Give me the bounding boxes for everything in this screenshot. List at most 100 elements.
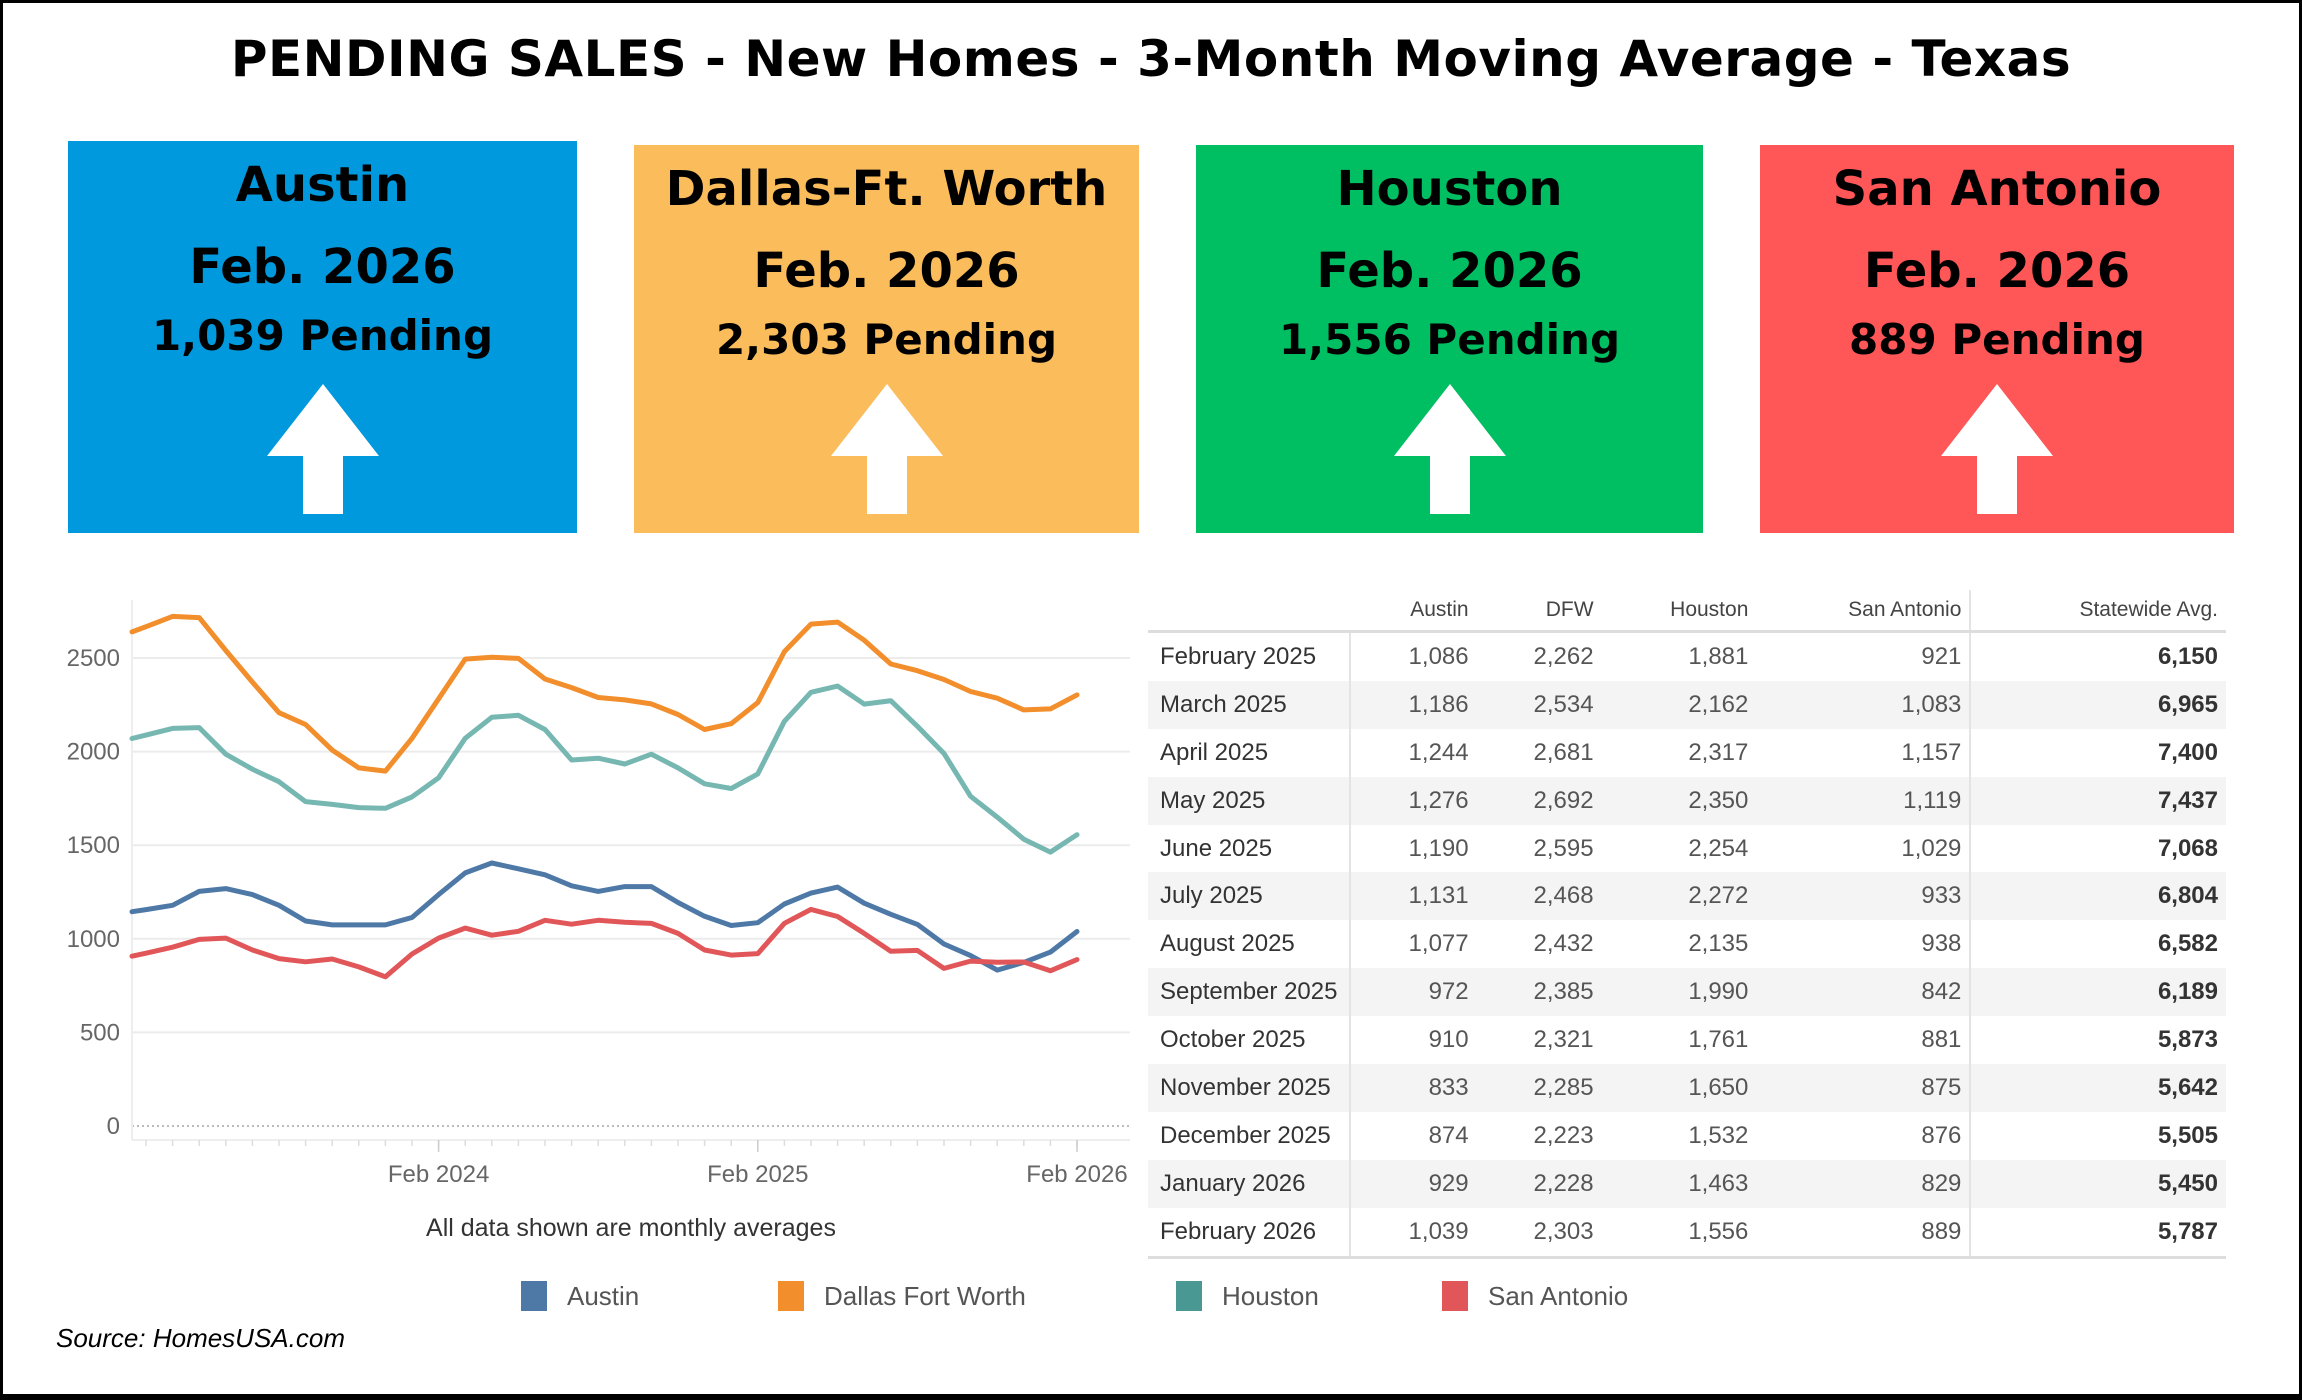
column-header: [1148, 590, 1350, 633]
table-cell: 5,787: [1969, 1207, 2226, 1259]
y-tick-label: 1500: [67, 832, 120, 859]
table-cell: 1,119: [1756, 776, 1971, 825]
legend-item[interactable]: Houston: [1176, 1280, 1319, 1312]
arrow-up-icon: [830, 384, 943, 514]
legend-item[interactable]: San Antonio: [1442, 1280, 1628, 1312]
table-cell: 6,150: [1969, 631, 2226, 681]
table-cell: 2,135: [1688, 930, 1749, 958]
x-tick-label: Feb 2025: [707, 1161, 808, 1188]
y-tick-label: 2000: [67, 739, 120, 766]
table-cell: 1,532: [1688, 1121, 1749, 1149]
table-cell: 5,873: [1969, 1016, 2226, 1065]
table-row: July 2025 1,131 2,468 2,272 933 6,804: [1148, 872, 2226, 921]
arrow-up-icon: [1941, 384, 2053, 514]
pending-sales-table: Austin DFW Houston San Antonio Statewide Avg…: [1148, 590, 2226, 1259]
row-label: April 2025: [1148, 728, 1351, 777]
table-cell: 1,077: [1408, 930, 1469, 958]
table-cell: 875: [1756, 1064, 1971, 1112]
card-pending: 2,303 Pending: [715, 315, 1058, 364]
table-cell: 910: [1428, 1026, 1469, 1054]
table-cell: 2,317: [1688, 738, 1749, 766]
table-cell: 1,086: [1408, 642, 1469, 670]
column-header: Houston: [1601, 590, 1757, 633]
legend-swatch: [1442, 1281, 1468, 1311]
card-pending: 889 Pending: [1849, 315, 2145, 364]
table-cell: 933: [1756, 872, 1971, 921]
table-cell: 1,039: [1350, 1207, 1477, 1259]
table-cell: 1,190: [1408, 834, 1469, 862]
row-label: November 2025: [1148, 1064, 1351, 1112]
table-cell: 833: [1350, 1064, 1477, 1112]
source-note: Source: HomesUSA.com: [56, 1323, 345, 1353]
table-cell: 6,804: [1969, 872, 2226, 921]
table-row: August 2025 1,077 2,432 2,135 938 6,582: [1148, 920, 2226, 969]
page-title: PENDING SALES - New Homes - 3-Month Movi…: [230, 30, 2072, 88]
legend-swatch: [521, 1281, 547, 1311]
table-row: November 2025 833 2,285 1,650 875 5,642: [1148, 1064, 2226, 1112]
row-label: January 2026: [1148, 1159, 1351, 1208]
row-label: May 2025: [1148, 776, 1351, 825]
table-cell: 2,432: [1533, 930, 1594, 958]
card-date: Feb. 2026: [189, 239, 456, 295]
row-label: February 2026: [1148, 1207, 1351, 1259]
table-cell: 2,321: [1533, 1026, 1594, 1054]
table-cell: 2,303: [1476, 1207, 1602, 1259]
row-label: September 2025: [1148, 968, 1351, 1017]
column-header: San Antonio: [1756, 590, 1971, 633]
table-row: May 2025 1,276 2,692 2,350 1,119 7,437: [1148, 776, 2226, 825]
row-label: December 2025: [1148, 1111, 1351, 1160]
row-label: February 2025: [1148, 631, 1351, 681]
table-cell: 874: [1428, 1121, 1469, 1149]
legend-swatch: [778, 1281, 804, 1311]
table-cell: 1,463: [1601, 1159, 1757, 1208]
table-cell: 2,681: [1533, 738, 1594, 766]
chart-caption: All data shown are monthly averages: [426, 1214, 836, 1242]
table-cell: 5,505: [1969, 1111, 2226, 1160]
card-austin: Austin Feb. 2026 1,039 Pending: [68, 141, 577, 533]
table-cell: 1,650: [1601, 1064, 1757, 1112]
table-cell: 972: [1350, 968, 1477, 1017]
table-cell: 2,262: [1533, 642, 1594, 670]
table-cell: 2,285: [1476, 1064, 1602, 1112]
legend-item[interactable]: Austin: [521, 1280, 639, 1312]
table-cell: 1,131: [1350, 872, 1477, 921]
table-cell: 1,990: [1601, 968, 1757, 1017]
line-chart: 0 500 1000 1500 2000 2500 Feb 2024 Feb 2025 Feb …: [67, 600, 1130, 1188]
series-line-san-antonio: [129, 906, 1080, 980]
table-cell: 5,642: [1969, 1064, 2226, 1112]
table-cell: 7,437: [1969, 776, 2226, 825]
table-cell: 2,595: [1533, 834, 1594, 862]
card-city: Dallas-Ft. Worth: [665, 161, 1108, 217]
table-cell: 842: [1756, 968, 1971, 1017]
card-pending: 1,556 Pending: [1278, 315, 1621, 364]
table-cell: 1,556: [1601, 1207, 1757, 1259]
card-date: Feb. 2026: [1863, 243, 2131, 299]
table-cell: 1,029: [1901, 834, 1962, 862]
column-header: Austin: [1350, 590, 1477, 633]
table-row: February 2025 1,086 2,262 1,881 921 6,150: [1148, 631, 2226, 681]
card-date: Feb. 2026: [753, 243, 1020, 299]
table-cell: 876: [1921, 1121, 1962, 1149]
table-cell: 6,965: [1969, 680, 2226, 729]
table-cell: 1,083: [1756, 680, 1971, 729]
table-cell: 929: [1350, 1159, 1477, 1208]
x-tick-label: Feb 2024: [388, 1161, 489, 1188]
table-cell: 1,761: [1688, 1026, 1749, 1054]
table-cell: 938: [1921, 930, 1962, 958]
legend-swatch: [1176, 1281, 1202, 1311]
legend-label: Dallas Fort Worth: [824, 1280, 1026, 1311]
row-label: March 2025: [1148, 680, 1351, 729]
table-row: January 2026 929 2,228 1,463 829 5,450: [1148, 1159, 2226, 1208]
legend-item[interactable]: Dallas Fort Worth: [778, 1280, 1026, 1312]
table-row: June 2025 1,190 2,595 2,254 1,029 7,068: [1148, 824, 2226, 873]
series-line-houston: [129, 683, 1080, 855]
card-san-antonio: San Antonio Feb. 2026 889 Pending: [1760, 145, 2234, 533]
table-cell: 2,692: [1476, 776, 1602, 825]
table-cell: 1,157: [1901, 738, 1962, 766]
table-cell: 1,186: [1350, 680, 1477, 729]
y-tick-label: 0: [107, 1113, 120, 1140]
row-label: August 2025: [1148, 920, 1351, 969]
column-header: Statewide Avg.: [1969, 590, 2226, 633]
table-cell: 921: [1921, 642, 1962, 670]
